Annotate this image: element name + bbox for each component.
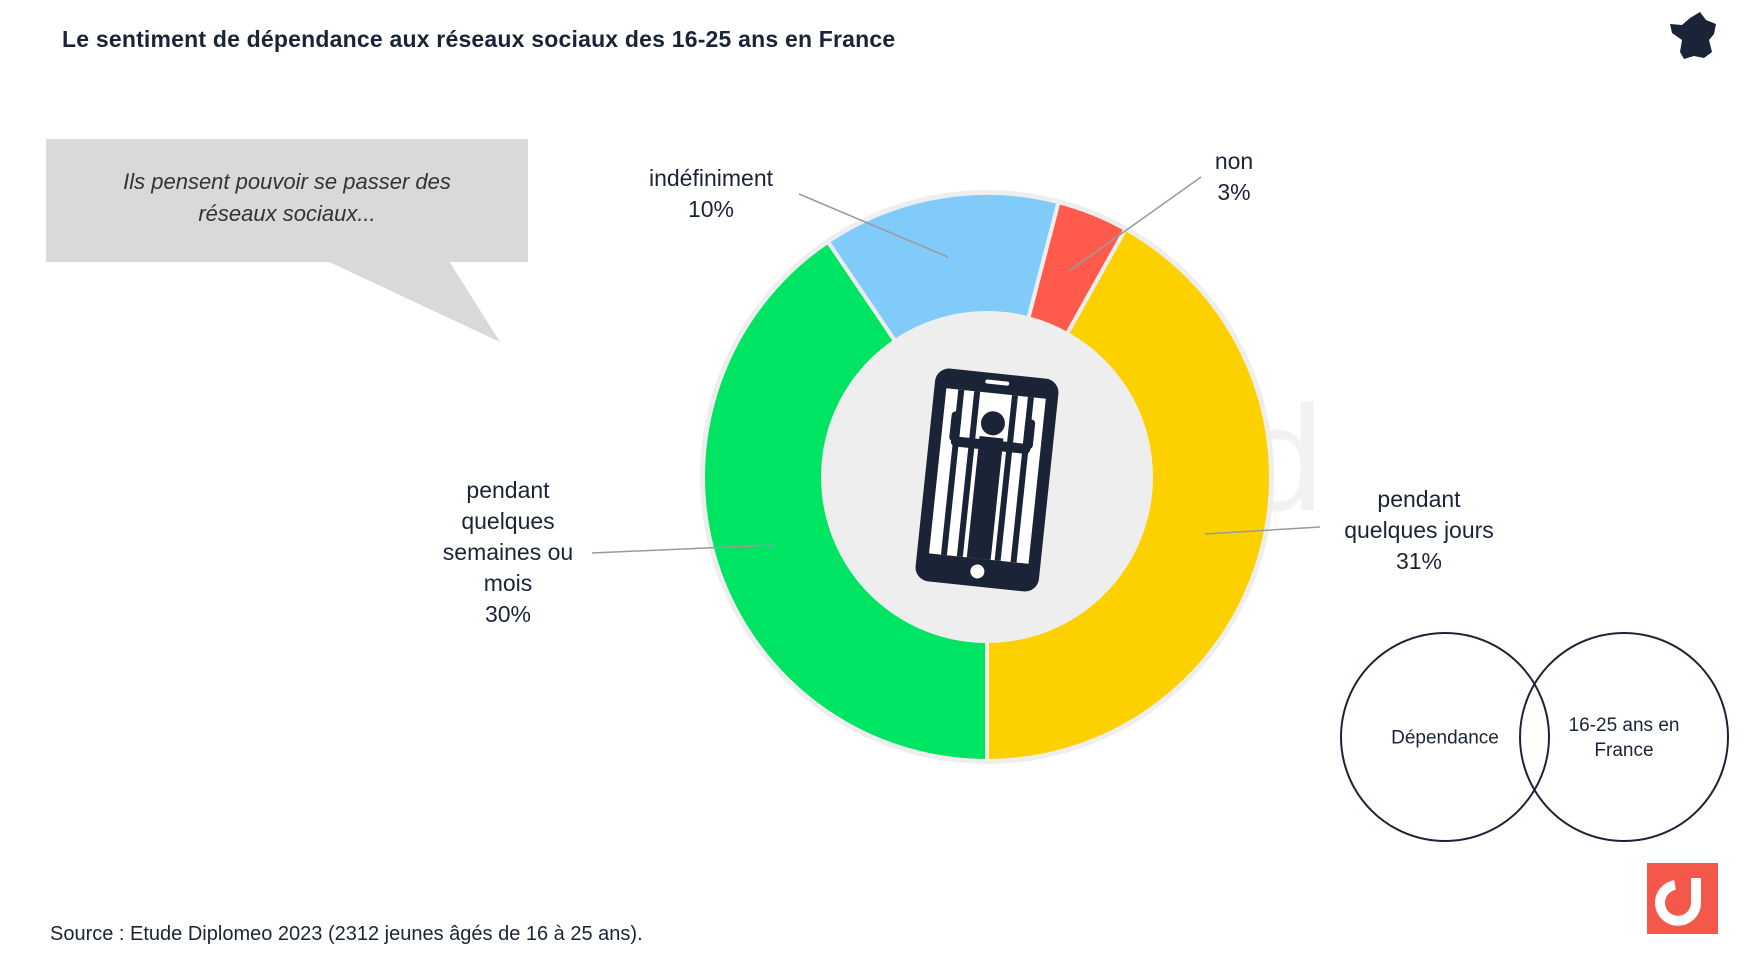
venn-circle-jeunes (1519, 632, 1729, 842)
label-text: semaines ou (442, 539, 574, 565)
venn-label-line: France (1594, 740, 1654, 761)
phone-prison-icon (915, 368, 1059, 592)
venn-circle-dependance (1340, 632, 1550, 842)
venn-label-dependance: Dépendance (1391, 727, 1499, 749)
label-value: 30% (484, 601, 532, 627)
label-text: quelques (461, 508, 555, 534)
leader-line-non (1068, 176, 1202, 272)
label-value: 10% (687, 196, 735, 222)
leader-line-semaines (591, 544, 774, 554)
leader-line-jours (1204, 526, 1321, 535)
page-title: Le sentiment de dépendance aux réseaux s… (62, 26, 896, 52)
diplomeo-logo (1647, 863, 1718, 934)
speech-bubble-text: Ils pensent pouvoir se passer des réseau… (46, 166, 528, 230)
label-non: non 3% (1215, 146, 1253, 208)
venn-label-jeunes: 16-25 ans en France (1569, 713, 1680, 763)
leader-line-indefiniment (798, 193, 949, 258)
label-text: non (1214, 148, 1254, 174)
label-value: 31% (1395, 548, 1443, 574)
label-text: pendant (466, 477, 550, 503)
venn-label-line: 16-25 ans en (1568, 715, 1680, 736)
label-value: 3% (1217, 179, 1251, 205)
bubble-line: Ils pensent pouvoir se passer des (123, 169, 451, 194)
label-indefiniment: indéfiniment 10% (649, 163, 773, 225)
speech-bubble (46, 139, 528, 342)
france-map-icon (1670, 12, 1716, 59)
label-text: quelques jours (1344, 517, 1494, 543)
source-note: Source : Etude Diplomeo 2023 (2312 jeune… (50, 923, 643, 945)
bubble-line: réseaux sociaux... (198, 201, 376, 226)
donut-inner-outline (823, 313, 1151, 641)
label-text: pendant (1377, 486, 1461, 512)
label-text: indéfiniment (648, 165, 774, 191)
label-jours: pendant quelques jours 31% (1344, 484, 1494, 577)
label-semaines: pendant quelques semaines ou mois 30% (443, 475, 573, 630)
label-text: mois (483, 570, 533, 596)
